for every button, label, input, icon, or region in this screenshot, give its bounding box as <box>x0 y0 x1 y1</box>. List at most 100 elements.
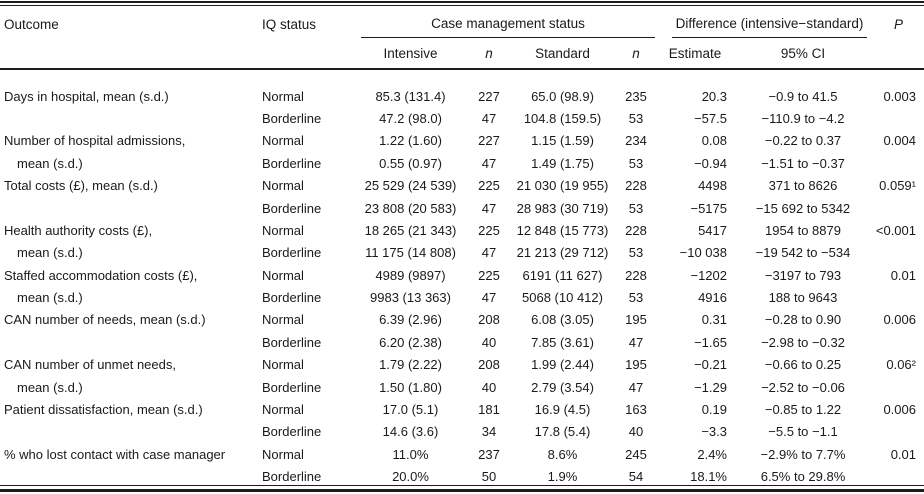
bottom-rule-thin <box>0 485 924 486</box>
estimate-cell: −5175 <box>690 200 727 216</box>
outcome-cell: Health authority costs (£), <box>4 222 153 238</box>
outcome-cell: Total costs (£), mean (s.d.) <box>4 178 158 194</box>
iq-status-cell: Borderline <box>262 245 322 261</box>
p-value-cell: 0.003 <box>883 88 916 104</box>
outcome-cell: % who lost contact with case manager <box>4 446 226 462</box>
ci-cell: 1954 to 8879 <box>765 222 841 238</box>
estimate-cell: 5417 <box>698 222 727 238</box>
intensive-value-cell: 0.55 (0.97) <box>379 155 442 171</box>
n-standard-cell: 53 <box>628 155 644 171</box>
iq-status-cell: Borderline <box>262 200 322 216</box>
iq-status-cell: Borderline <box>262 155 322 171</box>
intensive-value-cell: 1.22 (1.60) <box>379 133 442 149</box>
standard-value-cell: 2.79 (3.54) <box>531 379 594 395</box>
ci-cell: 188 to 9643 <box>768 290 838 306</box>
ci-cell: −0.9 to 41.5 <box>768 88 838 104</box>
n-intensive-cell: 47 <box>481 200 497 216</box>
n-standard-cell: 163 <box>625 401 647 417</box>
n-intensive-cell: 237 <box>478 446 500 462</box>
outcome-cell: mean (s.d.) <box>17 245 83 261</box>
n-standard-cell: 228 <box>625 267 647 283</box>
header-rule <box>0 68 924 70</box>
n-intensive-cell: 227 <box>478 133 500 149</box>
iq-status-cell: Normal <box>262 222 304 238</box>
top-rule-thick <box>0 1 924 3</box>
iq-status-cell: Normal <box>262 312 304 328</box>
iq-status-cell: Normal <box>262 267 304 283</box>
top-rule-thin <box>0 5 924 6</box>
table-row: Total costs (£), mean (s.d.) Normal 25 5… <box>0 175 924 197</box>
intensive-value-cell: 6.39 (2.96) <box>379 312 442 328</box>
iq-status-cell: Normal <box>262 401 304 417</box>
col-header-outcome: Outcome <box>4 17 59 32</box>
standard-value-cell: 21 213 (29 712) <box>516 245 609 261</box>
n-intensive-cell: 208 <box>478 357 500 373</box>
table-row: Borderline 20.0% 50 1.9% 54 18.1% 6.5% t… <box>0 465 924 487</box>
col-header-n-standard: n <box>632 45 640 61</box>
ci-cell: −3197 to 793 <box>764 267 842 283</box>
iq-status-cell: Normal <box>262 88 304 104</box>
n-intensive-cell: 208 <box>478 312 500 328</box>
n-intensive-cell: 225 <box>478 267 500 283</box>
iq-status-cell: Normal <box>262 446 304 462</box>
iq-status-cell: Borderline <box>262 111 322 127</box>
ci-cell: −2.9% to 7.7% <box>760 446 846 462</box>
n-intensive-cell: 40 <box>481 379 497 395</box>
standard-value-cell: 6191 (11 627) <box>522 267 603 283</box>
estimate-cell: −3.3 <box>701 424 727 440</box>
standard-value-cell: 65.0 (98.9) <box>531 88 594 104</box>
intensive-value-cell: 23 808 (20 583) <box>364 200 457 216</box>
standard-value-cell: 17.8 (5.4) <box>534 424 591 440</box>
col-header-n-intensive: n <box>485 45 493 61</box>
n-standard-cell: 53 <box>628 111 644 127</box>
estimate-cell: −1202 <box>690 267 727 283</box>
table-row: Staffed accommodation costs (£), Normal … <box>0 264 924 286</box>
n-intensive-cell: 225 <box>478 178 500 194</box>
iq-status-cell: Normal <box>262 133 304 149</box>
p-value-cell: 0.06² <box>886 357 916 373</box>
table-row: Borderline 14.6 (3.6) 34 17.8 (5.4) 40 −… <box>0 421 924 443</box>
table-row: Days in hospital, mean (s.d.) Normal 85.… <box>0 85 924 107</box>
table-row: Number of hospital admissions, Normal 1.… <box>0 130 924 152</box>
ci-cell: 371 to 8626 <box>768 178 838 194</box>
table-row: mean (s.d.) Borderline 0.55 (0.97) 47 1.… <box>0 152 924 174</box>
table-header-row-groups: Outcome IQ status Case management status… <box>0 6 924 38</box>
n-standard-cell: 195 <box>625 312 647 328</box>
table-row: Borderline 6.20 (2.38) 40 7.85 (3.61) 47… <box>0 331 924 353</box>
ci-cell: −2.52 to −0.06 <box>761 379 845 395</box>
n-intensive-cell: 34 <box>481 424 497 440</box>
outcome-cell: Number of hospital admissions, <box>4 133 186 149</box>
intensive-value-cell: 6.20 (2.38) <box>379 334 442 350</box>
ci-cell: −1.51 to −0.37 <box>761 155 845 171</box>
intensive-value-cell: 20.0% <box>392 469 429 485</box>
outcome-cell: CAN number of needs, mean (s.d.) <box>4 312 206 328</box>
intensive-value-cell: 85.3 (131.4) <box>375 88 446 104</box>
standard-value-cell: 12 848 (15 773) <box>516 222 609 238</box>
intensive-value-cell: 25 529 (24 539) <box>364 178 457 194</box>
n-standard-cell: 228 <box>625 178 647 194</box>
estimate-cell: −0.21 <box>694 357 727 373</box>
n-intensive-cell: 227 <box>478 88 500 104</box>
estimate-cell: 18.1% <box>690 469 727 485</box>
n-standard-cell: 53 <box>628 245 644 261</box>
col-group-case-management-status: Case management status <box>361 16 655 38</box>
iq-status-cell: Borderline <box>262 469 322 485</box>
intensive-value-cell: 1.79 (2.22) <box>379 357 442 373</box>
intensive-value-cell: 1.50 (1.80) <box>379 379 442 395</box>
table-row: Borderline 23 808 (20 583) 47 28 983 (30… <box>0 197 924 219</box>
n-standard-cell: 53 <box>628 290 644 306</box>
outcome-cell: Staffed accommodation costs (£), <box>4 267 198 283</box>
table-row: mean (s.d.) Borderline 9983 (13 363) 47 … <box>0 286 924 308</box>
iq-status-cell: Borderline <box>262 334 322 350</box>
intensive-value-cell: 11.0% <box>392 446 429 462</box>
bottom-rule-thick <box>0 489 924 492</box>
intensive-value-cell: 4989 (9897) <box>375 267 446 283</box>
n-standard-cell: 245 <box>625 446 647 462</box>
estimate-cell: 0.31 <box>701 312 727 328</box>
ci-cell: −0.85 to 1.22 <box>764 401 842 417</box>
n-intensive-cell: 47 <box>481 111 497 127</box>
ci-cell: −0.28 to 0.90 <box>764 312 842 328</box>
n-standard-cell: 53 <box>628 200 644 216</box>
ci-cell: −15 692 to 5342 <box>755 200 851 216</box>
estimate-cell: 4498 <box>698 178 727 194</box>
